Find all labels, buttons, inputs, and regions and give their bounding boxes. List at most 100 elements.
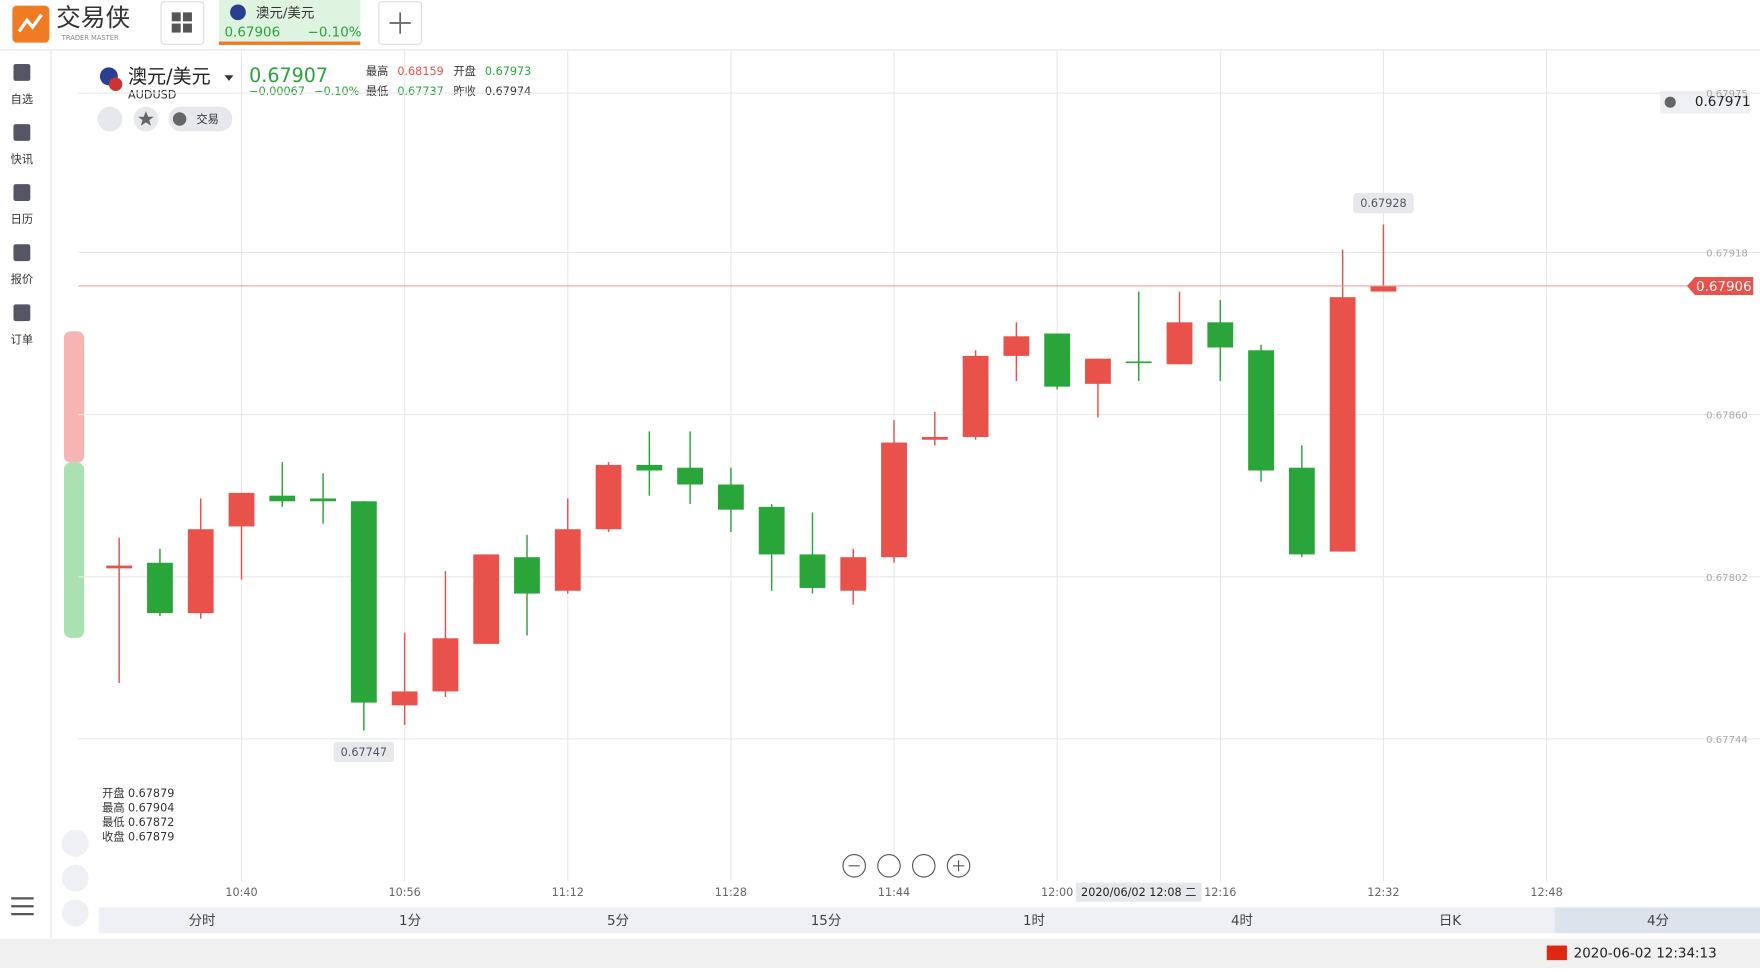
chart-type-button[interactable] [61,829,89,857]
y-tick-label: 0.67918 [1706,249,1748,260]
candle-body [921,436,948,440]
trade-button[interactable] [168,106,233,132]
candle-body [106,565,133,569]
y-tick-label: 0.67860 [1706,411,1748,422]
ohlc-value: 0.67872 [128,816,174,829]
ohlc-label: 开盘 [102,786,124,800]
timeframe[interactable]: 15分 [811,913,842,929]
sidebar-icon[interactable] [13,184,31,202]
header: 交易侠 TRADER MASTER 澳元/美元 0.67906 −0.10% [0,0,1760,51]
candle-body [677,467,704,485]
timeframe[interactable]: 4时 [1231,913,1253,929]
tab-price: 0.67906 [224,25,280,41]
candle-body [473,554,500,644]
plus-icon [389,12,411,34]
candle-body [1003,336,1030,356]
x-tick-label: 11:28 [715,886,747,899]
tab-underline [218,41,361,45]
y-tick-label: 0.67802 [1706,573,1748,584]
candle-body [1125,361,1152,364]
sidebar-icon[interactable] [13,244,31,262]
ohlc-overlay: 开盘 0.67879 最高 0.67904 最低 0.67872 收盘 0.67… [102,786,174,844]
timeframe[interactable]: 日K [1439,913,1462,929]
tools [11,829,971,927]
min-label-box [333,741,395,762]
candle-body [350,501,377,703]
alert-button[interactable] [97,106,123,132]
chart: 0.67975 0.67918 0.67860 0.67802 0.67744 10:40… [78,50,1760,902]
footer [0,938,1760,968]
timeframe[interactable]: 1分 [399,913,421,929]
ohlc-value: 0.67879 [128,831,174,844]
trade-icon [172,112,187,126]
stat-value: 0.67974 [485,85,531,98]
dropdown-arrow[interactable] [224,75,234,81]
menu-icon[interactable] [11,897,34,916]
sidebar-label: 报价 [11,272,33,286]
candle-body [1085,358,1111,384]
sidebar-icon[interactable] [13,124,31,141]
ohlc-label: 最低 [102,816,124,829]
sidebar-label: 快讯 [11,153,33,166]
candle-body [595,464,622,530]
symbol-code: AUDUSD [128,88,176,101]
flag [1546,945,1567,961]
candle-body [1370,285,1397,292]
timeframe[interactable]: 4分 [1647,913,1669,929]
bell-icon [1664,96,1676,108]
tab-name: 澳元/美元 [256,5,314,21]
candle-body [1166,322,1193,365]
x-tick-label: 12:48 [1530,886,1562,899]
candle-body [147,562,173,614]
x-tick-label: 10:56 [388,886,420,899]
alert-price: 0.67971 [1695,94,1751,110]
sidebar-label: 日历 [11,213,33,226]
tab-change: −0.10% [308,25,362,41]
y-tick-label: 0.67744 [1706,735,1748,746]
alert-price-box[interactable] [1660,90,1750,114]
candle-body [758,506,785,555]
candle-body [1248,350,1274,471]
candle-body [432,638,459,692]
ohlc-label: 收盘 [102,830,124,844]
layout-button[interactable] [160,1,205,45]
candle-body [391,691,418,706]
timeframe[interactable]: 分时 [189,913,216,929]
candle-body [310,498,336,502]
sentiment-bar-up [63,331,85,463]
sidebar-icon[interactable] [13,64,31,81]
sidebar-label: 自选 [11,93,33,106]
x-tick-label: 12:32 [1367,886,1399,899]
symbol-change-pct: −0.10% [314,85,359,98]
x-tick-label: 10:40 [225,886,257,899]
logo-mark [17,13,43,33]
star-icon [138,111,154,126]
stat-label: 最低 [366,85,388,98]
crosshair-box [1075,882,1202,902]
candle-body [799,554,826,588]
draw-button[interactable] [61,864,89,892]
candle-body [636,464,663,471]
timeframe-active [1554,907,1760,934]
stat-value: 0.68159 [397,65,443,78]
symbol-name[interactable]: 澳元/美元 [128,66,211,88]
layout-icon [171,12,192,33]
stat-value: 0.67973 [485,65,531,78]
candle-body [1329,297,1356,552]
logo-text: 交易侠 [56,3,130,32]
sidebar-icon[interactable] [13,304,31,322]
max-label-box [1353,193,1414,214]
forward-button[interactable] [911,854,936,878]
rewind-button[interactable] [877,854,901,878]
timeframe[interactable]: 5分 [607,913,629,929]
last-price-box [1687,276,1754,295]
stat-label: 最高 [366,64,388,78]
timeframe[interactable]: 1时 [1023,913,1045,929]
timeframe-bar [98,907,1760,934]
footer-time: 2020-06-02 12:34:13 [1574,945,1717,961]
stat-label: 昨收 [453,84,475,98]
symbol-info: 澳元/美元 AUDUSD 0.67907 −0.00067 −0.10% 最高 … [97,64,1751,132]
indicator-button[interactable] [61,899,89,927]
